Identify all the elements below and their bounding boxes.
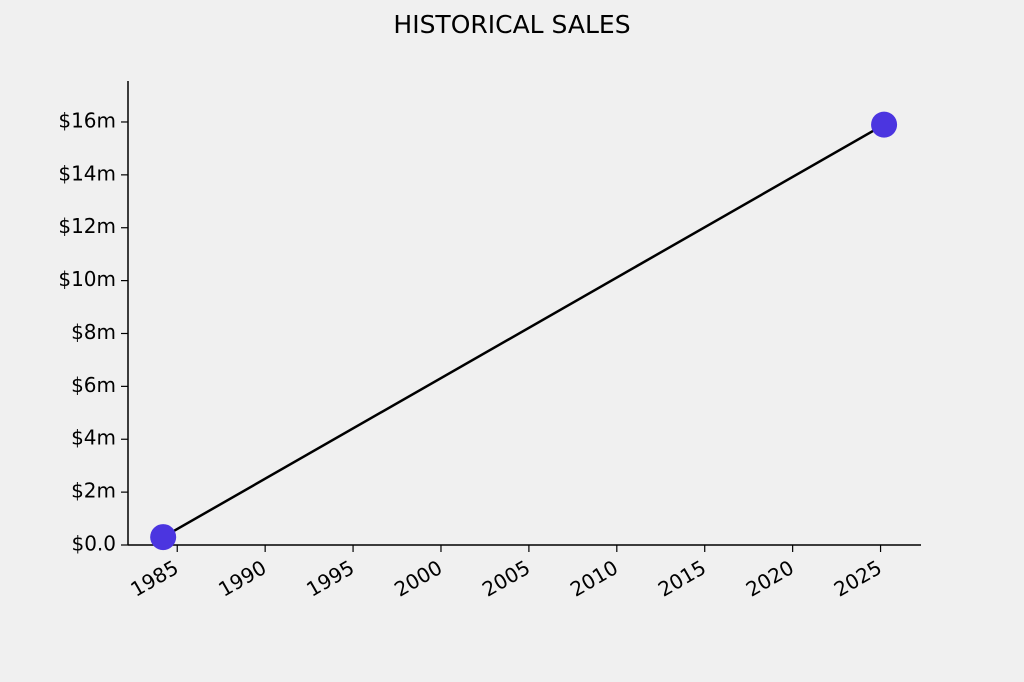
marker	[871, 111, 898, 138]
y-tick-label: $8m	[71, 320, 116, 344]
y-tick-label: $2m	[71, 479, 116, 503]
y-tick-label: $6m	[71, 373, 116, 397]
marker	[150, 524, 177, 551]
y-tick-label: $16m	[58, 108, 116, 132]
y-tick-label: $10m	[58, 267, 116, 291]
line	[162, 123, 885, 539]
chart-title: HISTORICAL SALES	[393, 10, 630, 39]
y-tick-label: $12m	[58, 214, 116, 238]
y-tick-label: $4m	[71, 426, 116, 450]
y-tick-label: $0.0	[71, 532, 116, 556]
y-tick-label: $14m	[58, 161, 116, 185]
